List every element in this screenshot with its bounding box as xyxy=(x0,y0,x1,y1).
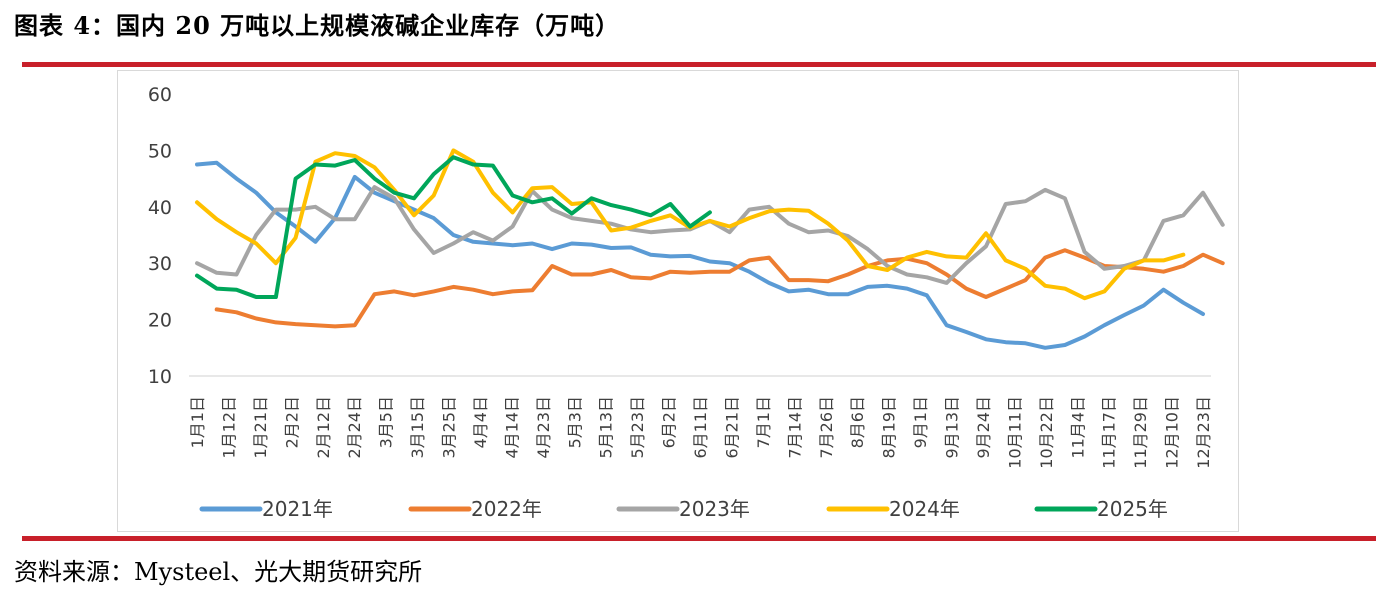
series-line-2022年 xyxy=(214,248,1225,329)
x-tick-label: 12月23日 xyxy=(1194,396,1213,469)
y-tick-label: 40 xyxy=(148,197,172,219)
x-tick-label: 9月13日 xyxy=(943,396,962,459)
x-tick-label: 5月13日 xyxy=(597,396,616,459)
x-tick-label: 5月3日 xyxy=(565,396,584,448)
x-tick-label: 1月1日 xyxy=(188,396,207,448)
x-tick-label: 6月11日 xyxy=(691,396,710,459)
y-tick-label: 20 xyxy=(148,310,172,332)
x-tick-label: 3月5日 xyxy=(377,396,396,448)
x-tick-label: 11月17日 xyxy=(1100,396,1119,469)
x-tick-label: 9月24日 xyxy=(974,396,993,459)
x-tick-label: 7月26日 xyxy=(817,396,836,459)
y-tick-label: 30 xyxy=(148,253,172,275)
x-tick-label: 4月14日 xyxy=(502,396,521,459)
y-tick-label: 10 xyxy=(148,366,172,388)
legend-label: 2025年 xyxy=(1097,497,1168,521)
series-line-2025年 xyxy=(195,155,712,299)
x-tick-label: 11月4日 xyxy=(1068,396,1087,459)
x-tick-label: 4月4日 xyxy=(471,396,490,448)
x-tick-label: 1月21日 xyxy=(251,396,270,459)
x-tick-label: 4月23日 xyxy=(534,396,553,459)
x-tick-label: 3月15日 xyxy=(408,396,427,459)
x-tick-label: 6月2日 xyxy=(660,396,679,448)
x-tick-label: 5月23日 xyxy=(628,396,647,459)
x-tick-label: 8月6日 xyxy=(848,396,867,448)
series-line-2021年 xyxy=(195,160,1205,350)
x-tick-label: 9月1日 xyxy=(911,396,930,448)
legend-label: 2022年 xyxy=(471,497,542,521)
x-tick-label: 10月11日 xyxy=(1005,396,1024,469)
x-tick-label: 10月22日 xyxy=(1037,396,1056,469)
x-tick-label: 8月19日 xyxy=(880,396,899,459)
legend-label: 2023年 xyxy=(679,497,750,521)
x-tick-label: 12月10日 xyxy=(1163,396,1182,469)
x-tick-label: 1月12日 xyxy=(219,396,238,459)
source-note: 资料来源：Mysteel、光大期货研究所 xyxy=(14,558,423,586)
x-tick-label: 7月1日 xyxy=(754,396,773,448)
x-tick-label: 6月21日 xyxy=(722,396,741,459)
legend-label: 2021年 xyxy=(262,497,333,521)
top-red-rule xyxy=(22,62,1376,67)
x-tick-label: 11月29日 xyxy=(1131,396,1150,469)
x-tick-label: 3月25日 xyxy=(440,396,459,459)
figure-title: 图表 4：国内 20 万吨以上规模液碱企业库存（万吨） xyxy=(14,11,621,40)
bottom-red-rule xyxy=(22,536,1376,541)
y-tick-label: 60 xyxy=(148,84,172,106)
x-tick-label: 7月14日 xyxy=(785,396,804,459)
x-tick-label: 2月12日 xyxy=(314,396,333,459)
y-tick-label: 50 xyxy=(148,140,172,162)
x-tick-label: 2月24日 xyxy=(345,396,364,459)
legend-label: 2024年 xyxy=(889,497,960,521)
x-tick-label: 2月2日 xyxy=(282,396,301,448)
series-line-2023年 xyxy=(195,185,1225,285)
chart-frame xyxy=(117,70,1239,532)
